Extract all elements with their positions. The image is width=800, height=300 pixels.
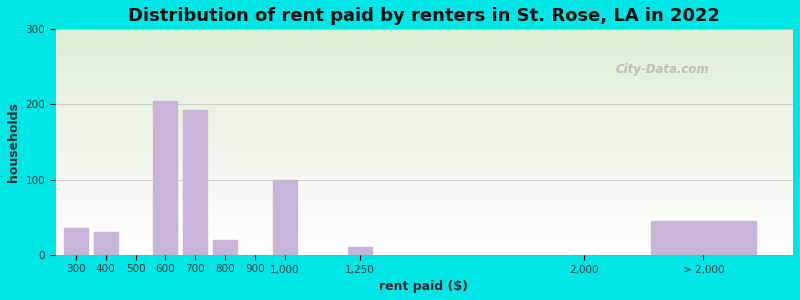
Bar bbox=[273, 180, 297, 255]
X-axis label: rent paid ($): rent paid ($) bbox=[379, 280, 469, 293]
Y-axis label: households: households bbox=[7, 102, 20, 182]
Title: Distribution of rent paid by renters in St. Rose, LA in 2022: Distribution of rent paid by renters in … bbox=[128, 7, 720, 25]
Bar bbox=[64, 229, 88, 255]
Bar bbox=[154, 101, 178, 255]
Bar bbox=[183, 110, 207, 255]
Text: City-Data.com: City-Data.com bbox=[616, 63, 710, 76]
Bar bbox=[348, 247, 372, 255]
Bar bbox=[651, 221, 756, 255]
Bar bbox=[214, 240, 237, 255]
Bar bbox=[94, 232, 118, 255]
